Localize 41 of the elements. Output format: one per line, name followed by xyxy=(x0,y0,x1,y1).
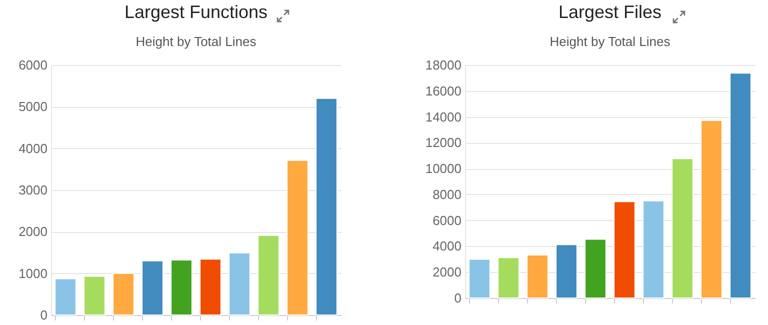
y-tick-label: 5000 xyxy=(18,99,48,114)
bar xyxy=(84,276,106,316)
y-tick-label: 2000 xyxy=(432,264,462,280)
bar xyxy=(642,200,664,298)
bar xyxy=(286,160,308,316)
bar xyxy=(614,201,636,298)
y-tick-label: 4000 xyxy=(432,238,462,254)
y-tick-label: 6000 xyxy=(18,58,48,72)
chart-subtitle: Height by Total Lines xyxy=(550,34,671,49)
chart-title: Largest Functions xyxy=(124,2,268,22)
bar xyxy=(584,238,606,298)
bar xyxy=(228,252,250,316)
bar xyxy=(54,278,76,316)
bar xyxy=(316,98,338,316)
y-tick-label: 0 xyxy=(454,290,462,306)
bar xyxy=(672,158,694,298)
y-tick-label: 0 xyxy=(40,308,48,322)
y-tick-label: 10000 xyxy=(425,161,462,176)
bar xyxy=(170,260,192,316)
bar xyxy=(200,258,222,316)
bar xyxy=(730,72,752,298)
bar xyxy=(700,120,722,298)
bar xyxy=(258,234,280,316)
bar xyxy=(142,260,164,316)
chart-title: Largest Files xyxy=(558,2,662,22)
bar xyxy=(526,254,548,298)
y-tick-label: 6000 xyxy=(432,212,462,228)
y-tick-label: 4000 xyxy=(18,140,48,156)
chart-subtitle: Height by Total Lines xyxy=(136,34,257,49)
bar xyxy=(468,258,490,298)
y-tick-label: 1000 xyxy=(18,266,48,281)
bar xyxy=(112,272,134,316)
y-tick-label: 8000 xyxy=(432,186,462,202)
y-tick-label: 3000 xyxy=(18,182,48,198)
y-tick-label: 2000 xyxy=(18,224,48,240)
y-tick-label: 12000 xyxy=(425,135,462,150)
y-tick-label: 18000 xyxy=(425,58,462,72)
bar xyxy=(498,257,520,298)
bar xyxy=(556,244,578,298)
y-tick-label: 14000 xyxy=(425,109,462,124)
y-tick-label: 16000 xyxy=(425,83,462,98)
